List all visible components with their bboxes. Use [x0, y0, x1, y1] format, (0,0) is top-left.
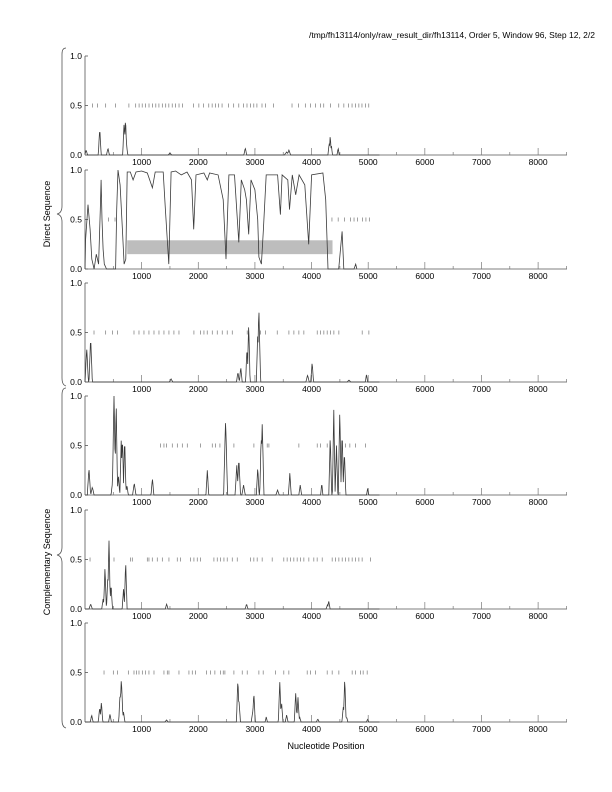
x-tick-label: 3000	[245, 611, 264, 621]
x-tick-label: 2000	[189, 497, 208, 507]
panel-complementary-frame-3: 0.0 0.5 1.0 1000 2000 3000 4000 5000 6000 7000 800…	[70, 618, 567, 734]
x-tick-label: 7000	[472, 157, 491, 167]
x-tick-label: 5000	[359, 157, 378, 167]
panel-direct-frame-2: 0.0 0.5 1.0 1000 2000 3000 4000 5000 6000 7000 800…	[70, 165, 567, 281]
x-tick-label: 1000	[132, 497, 151, 507]
x-tick-label: 1000	[132, 157, 151, 167]
probability-curve	[84, 122, 380, 156]
probability-curve	[84, 169, 358, 270]
x-tick-label: 3000	[245, 271, 264, 281]
x-tick-label: 4000	[302, 384, 321, 394]
highlight-region	[127, 240, 333, 255]
x-tick-label: 2000	[189, 611, 208, 621]
y-tick-label: 0.5	[70, 668, 82, 678]
x-tick-label: 1000	[132, 611, 151, 621]
y-tick-label: 0.0	[70, 264, 82, 274]
y-tick-label: 0.5	[70, 555, 82, 565]
group-brace-direct	[56, 47, 67, 387]
x-tick-label: 8000	[529, 497, 548, 507]
x-tick-label: 7000	[472, 611, 491, 621]
x-tick-label: 7000	[472, 271, 491, 281]
x-tick-label: 8000	[529, 384, 548, 394]
y-tick-label: 0.0	[70, 377, 82, 387]
x-tick-label: 3000	[245, 157, 264, 167]
probability-curve	[85, 540, 380, 610]
panel-complementary-frame-2: 0.0 0.5 1.0 1000 2000 3000 4000 5000 6000 7000 800…	[70, 505, 567, 621]
x-tick-label: 4000	[302, 497, 321, 507]
x-tick-label: 4000	[302, 271, 321, 281]
group-brace-complementary	[56, 387, 67, 729]
y-tick-label: 0.5	[70, 215, 82, 225]
y-tick-label: 1.0	[70, 165, 82, 175]
x-tick-label: 6000	[415, 611, 434, 621]
y-tick-label: 1.0	[70, 278, 82, 288]
group-label-complementary: Complementary Sequence	[42, 509, 52, 616]
x-tick-label: 2000	[189, 271, 208, 281]
x-tick-label: 7000	[472, 384, 491, 394]
y-tick-label: 0.0	[70, 717, 82, 727]
x-tick-label: 6000	[415, 724, 434, 734]
panel-complementary-frame-1: 0.0 0.5 1.0 1000 2000 3000 4000 5000 6000 7000 800…	[70, 391, 567, 507]
x-tick-label: 2000	[189, 724, 208, 734]
x-tick-label: 6000	[415, 271, 434, 281]
y-tick-label: 0.0	[70, 604, 82, 614]
x-tick-label: 8000	[529, 611, 548, 621]
x-tick-label: 8000	[529, 157, 548, 167]
x-tick-label: 8000	[529, 271, 548, 281]
x-tick-label: 1000	[132, 724, 151, 734]
x-tick-label: 6000	[415, 497, 434, 507]
y-tick-label: 0.0	[70, 490, 82, 500]
x-tick-label: 3000	[245, 724, 264, 734]
x-tick-label: 1000	[132, 384, 151, 394]
x-tick-label: 6000	[415, 157, 434, 167]
probability-curve	[84, 312, 380, 383]
x-tick-label: 5000	[359, 271, 378, 281]
probability-curve	[85, 681, 380, 723]
panel-direct-frame-1: 0.0 0.5 1.0 1000 2000 3000 4000 5000 6000 7000 800…	[70, 51, 567, 167]
x-tick-label: 5000	[359, 611, 378, 621]
x-tick-label: 5000	[359, 724, 378, 734]
x-tick-label: 7000	[472, 724, 491, 734]
y-tick-label: 1.0	[70, 51, 82, 61]
probability-curve	[85, 395, 380, 496]
x-tick-label: 6000	[415, 384, 434, 394]
x-tick-label: 3000	[245, 384, 264, 394]
y-tick-label: 1.0	[70, 618, 82, 628]
panel-direct-frame-3: 0.0 0.5 1.0 1000 2000 3000 4000 5000 6000 7000 800…	[70, 278, 567, 394]
x-tick-label: 1000	[132, 271, 151, 281]
x-tick-label: 5000	[359, 497, 378, 507]
group-label-direct: Direct Sequence	[42, 181, 52, 248]
x-tick-label: 7000	[472, 497, 491, 507]
x-tick-label: 4000	[302, 611, 321, 621]
x-tick-label: 2000	[189, 384, 208, 394]
x-tick-label: 8000	[529, 724, 548, 734]
y-tick-label: 1.0	[70, 391, 82, 401]
x-tick-label: 2000	[189, 157, 208, 167]
x-tick-label: 4000	[302, 157, 321, 167]
y-tick-label: 0.5	[70, 441, 82, 451]
y-tick-label: 0.0	[70, 150, 82, 160]
x-tick-label: 5000	[359, 384, 378, 394]
x-tick-label: 4000	[302, 724, 321, 734]
y-tick-label: 0.5	[70, 328, 82, 338]
x-axis-label: Nucleotide Position	[287, 741, 364, 751]
y-tick-label: 1.0	[70, 505, 82, 515]
y-tick-label: 0.5	[70, 101, 82, 111]
chart-title: /tmp/fh13114/only/raw_result_dir/fh13114…	[309, 30, 595, 40]
x-tick-label: 3000	[245, 497, 264, 507]
